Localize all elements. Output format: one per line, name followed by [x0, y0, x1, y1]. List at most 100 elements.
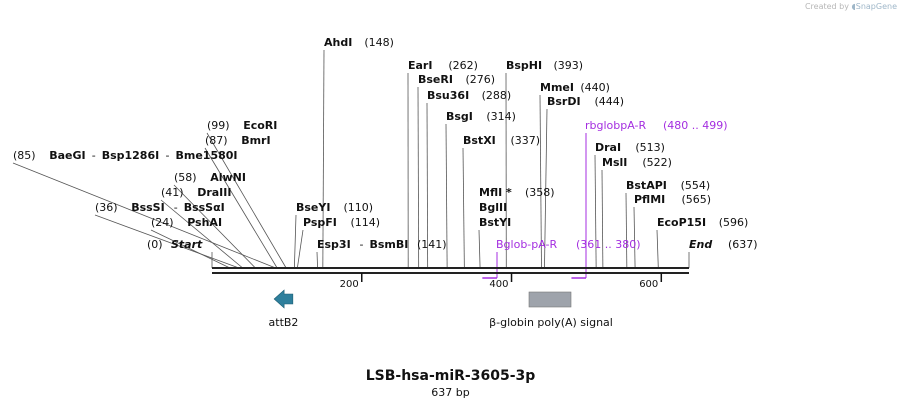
feature-beta-globin-polyA: β-globin poly(A) signal	[489, 291, 613, 329]
feature-attB2: attB2	[269, 289, 299, 329]
site-name: Bsp1286I	[102, 149, 160, 162]
site-name: BmrI	[241, 134, 270, 147]
site-name: PspFI	[303, 216, 337, 229]
site-line	[594, 154, 597, 269]
site-name: BaeGI	[49, 149, 85, 162]
map-length: 637 bp	[431, 386, 470, 399]
site-position: (141)	[417, 238, 447, 251]
site-name: BseRI	[418, 73, 453, 86]
end-marker: End (637)	[688, 238, 758, 268]
site-name: BseYI	[296, 201, 330, 214]
tick-label: 400	[489, 279, 508, 290]
site-name: MslI	[602, 156, 627, 169]
site-line	[539, 94, 542, 269]
site-line	[445, 123, 448, 269]
site-position: (440)	[580, 81, 610, 94]
site-line	[625, 192, 628, 269]
site-name: EcoP15I	[657, 216, 706, 229]
site-name: MmeI	[540, 81, 574, 94]
restriction-site: DraI (513)	[594, 141, 665, 269]
site-position: (393)	[554, 59, 584, 72]
site-position: (262)	[448, 59, 478, 72]
site-name: AlwNI	[210, 171, 246, 184]
site-name: BsgI	[446, 110, 473, 123]
primer-range: (361 .. 380)	[576, 238, 641, 251]
site-position: (337)	[511, 134, 541, 147]
site-position: (596)	[719, 216, 749, 229]
site-name: EarI	[408, 59, 432, 72]
restriction-site: (99) EcoRI	[206, 119, 287, 269]
site-position: (314)	[486, 110, 516, 123]
site-line	[94, 214, 240, 269]
credit-brand: SnapGene	[855, 2, 897, 11]
site-position: (276)	[466, 73, 496, 86]
site-position: (358)	[525, 186, 555, 199]
site-name: Bsu36I	[427, 89, 469, 102]
site-position: (36)	[95, 201, 118, 214]
restriction-site: (24) PshAI	[150, 216, 231, 269]
restriction-site: MmeI (440)	[539, 81, 610, 269]
site-name: DraIII	[197, 186, 231, 199]
site-name: BstYI	[479, 216, 511, 229]
site-name: BssSI	[131, 201, 165, 214]
site-position: (110)	[344, 201, 374, 214]
primer-range: (480 .. 499)	[663, 119, 728, 132]
site-line	[601, 169, 604, 269]
site-name: BssSαI	[184, 201, 225, 214]
restriction-site: MslI (522)	[601, 156, 672, 269]
start-label: Start	[171, 238, 203, 251]
site-name: BstXI	[463, 134, 496, 147]
site-name: BsmBI	[370, 238, 409, 251]
site-position: (41)	[161, 186, 184, 199]
site-position: (513)	[635, 141, 665, 154]
site-position: (565)	[682, 193, 712, 206]
site-position: (148)	[364, 36, 394, 49]
site-name: BsrDI	[547, 95, 581, 108]
restriction-site: (41) DraIII	[160, 186, 243, 269]
site-line	[656, 229, 659, 269]
feature-box	[528, 291, 572, 308]
restriction-site: EcoP15I (596)	[656, 216, 749, 269]
restriction-site: (58) AlwNI	[173, 171, 256, 269]
site-name: AhdI	[324, 36, 352, 49]
restriction-site: BsgI (314)	[445, 110, 516, 269]
end-label: End	[689, 238, 712, 251]
restriction-site: BspHI (393)	[505, 59, 584, 269]
restriction-site: (87) BmrI	[204, 134, 278, 269]
restriction-site: (36) BssSI - BssSαI	[94, 201, 240, 269]
restriction-site: BsrDI (444)	[544, 95, 624, 269]
start-position: (0)	[147, 238, 163, 251]
site-line	[204, 147, 278, 269]
site-line	[478, 229, 481, 269]
restriction-site: PflMI (565)	[633, 193, 712, 269]
restriction-site: BstXI (337)	[462, 134, 541, 269]
site-line	[296, 229, 304, 269]
end-position: (637)	[728, 238, 758, 251]
feature-label: attB2	[269, 316, 299, 329]
map-title: LSB-hsa-miR-3605-3p	[365, 368, 536, 384]
primer-Bglob-pA-R: Bglob-pA-R (361 .. 380)	[482, 238, 641, 279]
site-line	[426, 102, 429, 269]
snapgene-credit: Created by ◖SnapGene	[805, 2, 897, 11]
site-position: (87)	[205, 134, 228, 147]
site-name: BglII	[479, 201, 507, 214]
site-name: BspHI	[506, 59, 542, 72]
site-name: EcoRI	[243, 119, 277, 132]
site-line	[462, 147, 465, 269]
site-position: (24)	[151, 216, 174, 229]
site-line	[12, 162, 276, 269]
restriction-site: BseRI (276)	[417, 73, 496, 269]
site-separator: -	[174, 201, 178, 214]
site-name: MflI *	[479, 186, 512, 199]
site-position: (522)	[642, 156, 672, 169]
site-name: Bme1580I	[176, 149, 238, 162]
site-name: PflMI	[634, 193, 665, 206]
credit-prefix: Created by	[804, 2, 849, 11]
site-position: (85)	[13, 149, 36, 162]
start-marker: (0) Start	[147, 238, 213, 268]
restriction-site: BstAPI (554)	[625, 179, 710, 269]
restriction-site: AhdI (148)	[322, 36, 394, 269]
site-line	[316, 251, 318, 269]
site-name: BstAPI	[626, 179, 667, 192]
